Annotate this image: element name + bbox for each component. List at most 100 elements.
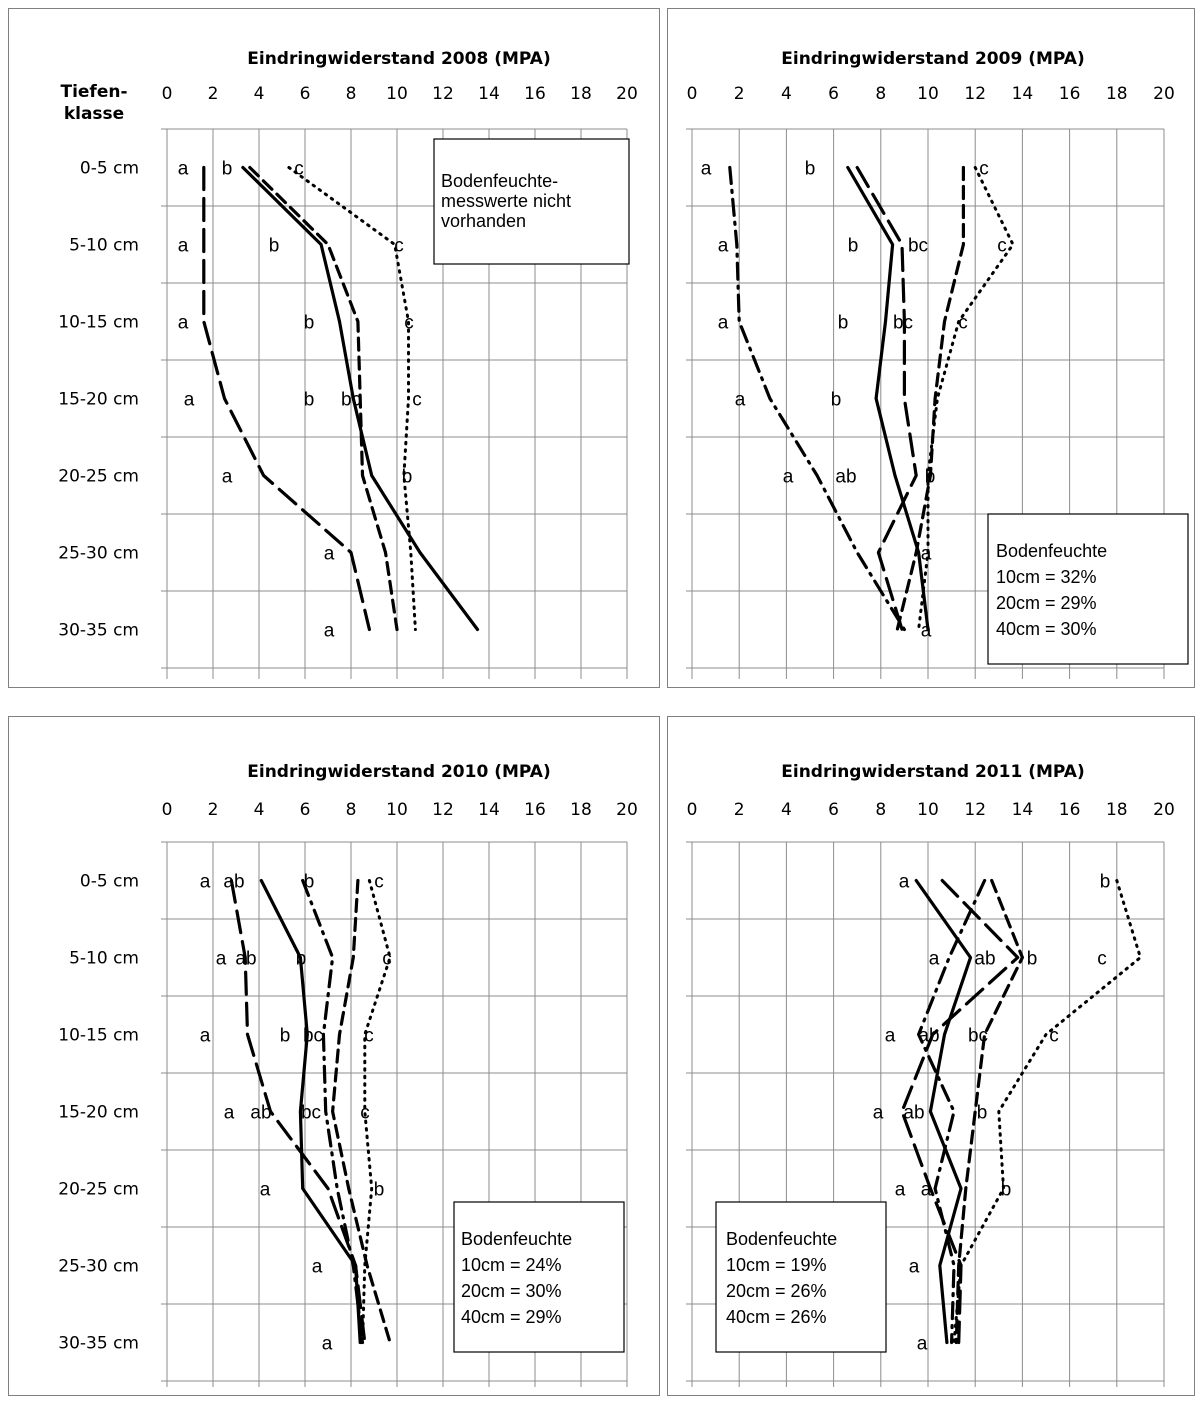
significance-label: b (831, 390, 842, 411)
grid-2011 (686, 841, 1165, 1387)
significance-label: bc (908, 236, 928, 257)
x-tick-label: 14 (1012, 84, 1034, 104)
significance-label: c (1049, 1026, 1059, 1047)
x-tick-label: 0 (162, 800, 173, 820)
annotation-text: 20cm = 29% (996, 593, 1097, 613)
y-tick-label: 25-30 cm (58, 1257, 139, 1277)
series-line-dash (248, 165, 399, 632)
y-tick-label: 15-20 cm (58, 390, 139, 410)
soil-moisture-box: Bodenfeuchte 10cm = 24% 20cm = 30% 40cm = 2… (453, 1201, 625, 1353)
x-tick-label: 12 (964, 800, 986, 820)
significance-label: a (178, 313, 189, 334)
chart-panel-2008: Eindringwiderstand 2008 (MPA) 0 2 4 6 8 10 12 14… (8, 8, 660, 688)
significance-label: a (921, 621, 932, 642)
significance-label: b (222, 159, 233, 180)
annotation-text: 40cm = 26% (726, 1307, 827, 1327)
significance-label: a (260, 1180, 271, 1201)
significance-label: b (805, 159, 816, 180)
significance-label: c (394, 236, 404, 257)
annotation-text: 10cm = 19% (726, 1255, 827, 1275)
annotation-border (453, 1201, 625, 1353)
significance-label: a (178, 236, 189, 257)
x-tick-label: 2 (734, 800, 745, 820)
significance-label: ab (903, 1103, 924, 1124)
significance-label: a (909, 1257, 920, 1278)
significance-label: c (412, 390, 422, 411)
soil-moisture-box: Bodenfeuchte 10cm = 19% 20cm = 26% 40cm = 2… (715, 1201, 887, 1353)
significance-label: bc (893, 313, 913, 334)
significance-label: bc (968, 1026, 988, 1047)
x-tick-label: 6 (828, 84, 839, 104)
significance-label: a (921, 1180, 932, 1201)
x-tick-label: 4 (781, 84, 792, 104)
significance-label: a (324, 544, 335, 565)
x-tick-label: 20 (616, 84, 638, 104)
significance-label: bc (303, 1026, 323, 1047)
significance-label: a (224, 1103, 235, 1124)
annotation-text: 40cm = 29% (461, 1307, 562, 1327)
annotation-text: Bodenfeuchte (996, 541, 1107, 561)
significance-label: b (269, 236, 280, 257)
x-tick-label: 4 (254, 84, 265, 104)
significance-label: b (304, 390, 315, 411)
significance-label: a (929, 949, 940, 970)
chart-svg-2010: Eindringwiderstand 2010 (MPA) 0 2 4 6 8 10 12 14… (58, 762, 638, 1387)
significance-label: c (374, 872, 384, 893)
significance-label: a (921, 544, 932, 565)
y-tick-label: 0-5 cm (80, 872, 139, 892)
series-line-dot (917, 166, 1015, 631)
significance-label: a (222, 467, 233, 488)
series-line-dot (287, 166, 417, 631)
significance-label: b (1027, 949, 1038, 970)
x-tick-label: 16 (1059, 800, 1081, 820)
x-tick-label: 0 (687, 800, 698, 820)
chart-panel-2010: Eindringwiderstand 2010 (MPA) 0 2 4 6 8 10 12 14… (8, 716, 660, 1396)
annotation-text: 10cm = 24% (461, 1255, 562, 1275)
significance-label: c (1097, 949, 1107, 970)
x-tick-label: 20 (616, 800, 638, 820)
chart-title: Eindringwiderstand 2009 (MPA) (781, 49, 1084, 69)
x-tick-label: 18 (570, 84, 592, 104)
significance-label: a (783, 467, 794, 488)
chart-svg-2009: Eindringwiderstand 2009 (MPA) 0 2 4 6 8 10 12 14… (686, 49, 1189, 679)
annotation-text: Bodenfeuchte- (441, 171, 558, 191)
x-tick-label: 10 (917, 84, 939, 104)
series-line-longdash (855, 165, 918, 632)
significance-label: ab (250, 1103, 271, 1124)
x-tick-label: 12 (432, 84, 454, 104)
y-tick-label: 20-25 cm (58, 1180, 139, 1200)
series-line-solid (914, 878, 973, 1345)
significance-label: ab (918, 1026, 939, 1047)
significance-label: ab (835, 467, 856, 488)
significance-label: a (735, 390, 746, 411)
x-tick-label: 10 (386, 84, 408, 104)
x-tick-label: 8 (346, 800, 357, 820)
x-tick-label: 12 (964, 84, 986, 104)
series-line-longdash (202, 165, 371, 632)
x-tick-label: 8 (875, 84, 886, 104)
y-tick-label: 30-35 cm (58, 621, 139, 641)
significance-label: a (917, 1334, 928, 1355)
significance-label: a (184, 390, 195, 411)
significance-label: a (322, 1334, 333, 1355)
significance-label: c (979, 159, 989, 180)
significance-label: b (1001, 1180, 1012, 1201)
significance-label: a (178, 159, 189, 180)
x-tick-label: 4 (781, 800, 792, 820)
x-tick-label: 4 (254, 800, 265, 820)
significance-label: b (977, 1103, 988, 1124)
x-tick-label: 18 (1106, 84, 1128, 104)
significance-label: b (925, 467, 936, 488)
annotation-text: 20cm = 30% (461, 1281, 562, 1301)
x-tick-label: 6 (300, 84, 311, 104)
y-tick-label: 30-35 cm (58, 1334, 139, 1354)
series-line-longdash (229, 878, 367, 1345)
x-tick-label: 16 (524, 800, 546, 820)
significance-label: a (200, 872, 211, 893)
significance-label: ab (974, 949, 995, 970)
significance-label: c (382, 949, 392, 970)
series-line-solid (846, 165, 930, 632)
significance-label: c (294, 159, 304, 180)
chart-title: Eindringwiderstand 2008 (MPA) (247, 49, 550, 69)
